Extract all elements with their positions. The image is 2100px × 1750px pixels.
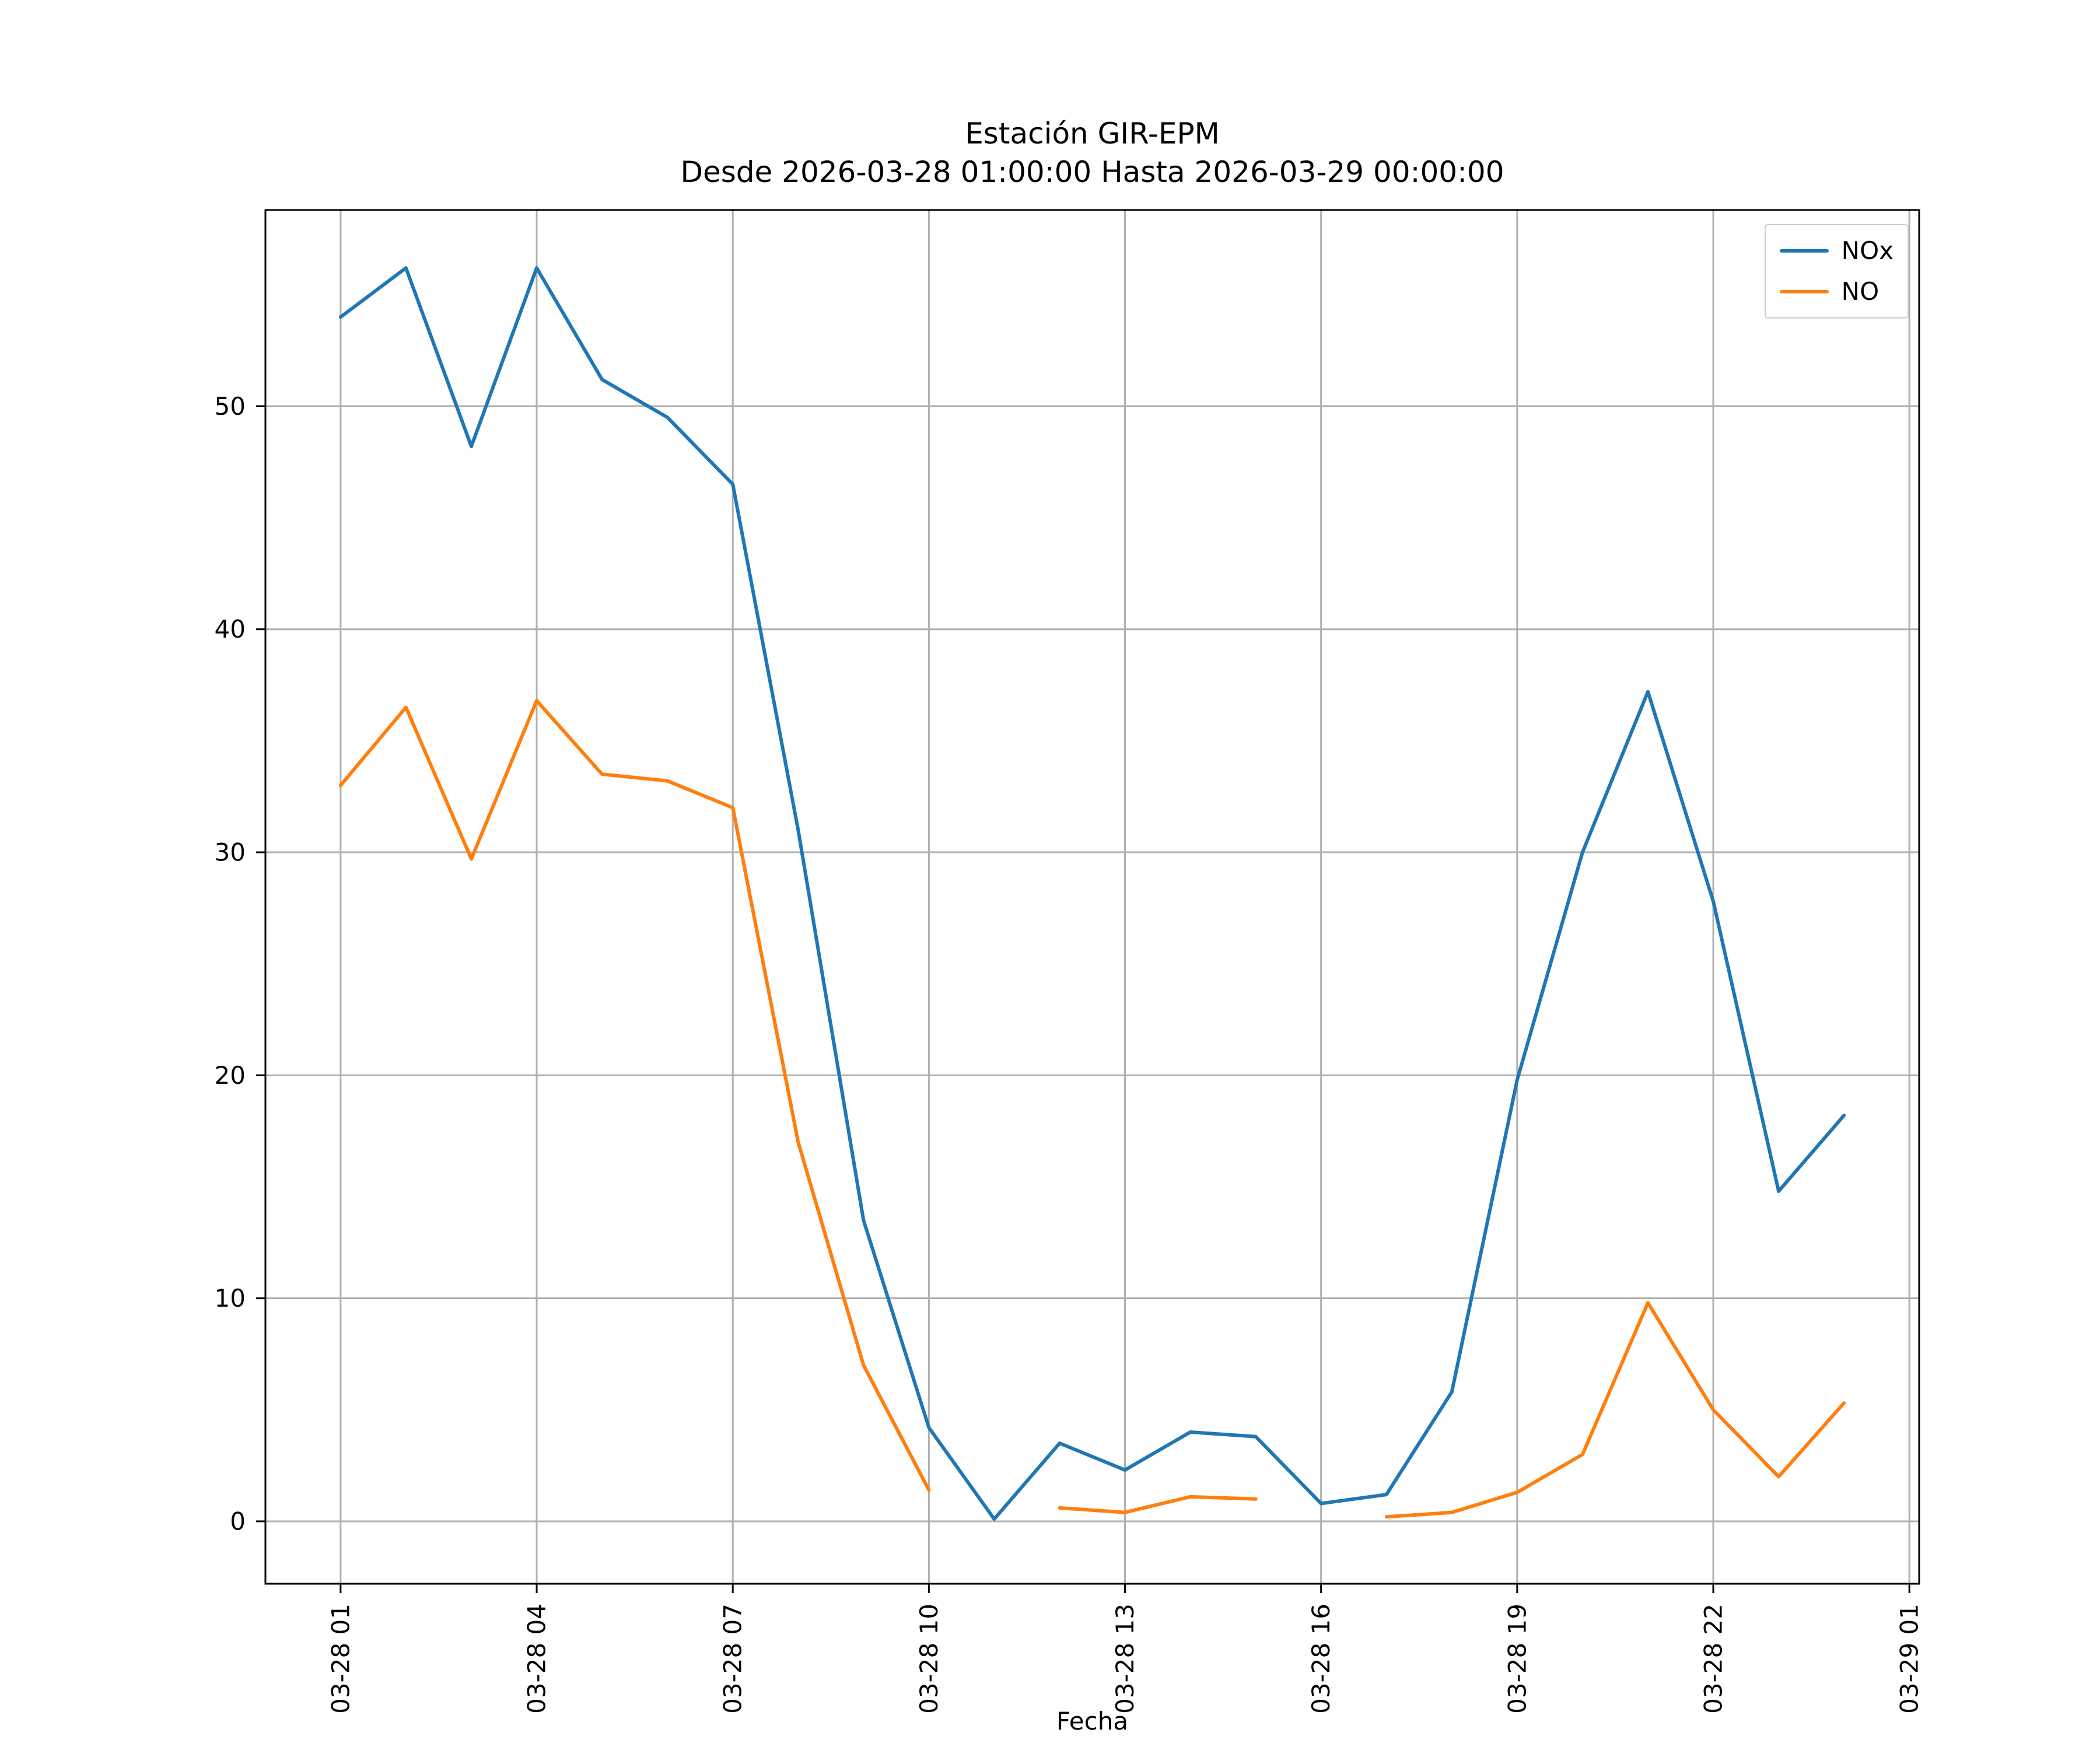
chart-title: Estación GIR-EPM Desde 2026-03-28 01:00:… <box>265 114 1919 191</box>
nox-line-swatch <box>1779 249 1829 253</box>
x-tick-label: 03-28 10 <box>915 1604 943 1714</box>
x-tick-label: 03-28 22 <box>1699 1604 1728 1714</box>
x-tick-label: 03-28 01 <box>326 1604 355 1714</box>
chart-title-line1: Estación GIR-EPM <box>965 117 1220 150</box>
chart-title-line2: Desde 2026-03-28 01:00:00 Hasta 2026-03-… <box>680 155 1504 189</box>
legend-label-no: NO <box>1841 277 1880 306</box>
x-tick-label: 03-28 16 <box>1307 1604 1335 1714</box>
x-tick-label: 03-28 19 <box>1503 1604 1531 1714</box>
legend-entry-nox: NOx <box>1779 236 1894 266</box>
legend-label-nox: NOx <box>1841 236 1894 265</box>
y-tick-label: 10 <box>215 1284 246 1312</box>
x-tick-label: 03-29 01 <box>1895 1604 1924 1714</box>
legend: NOx NO <box>1764 224 1909 318</box>
y-tick-label: 20 <box>215 1061 246 1090</box>
y-tick-label: 50 <box>215 392 246 421</box>
no-line-swatch <box>1779 290 1829 293</box>
y-tick-label: 30 <box>215 838 246 867</box>
x-tick-label: 03-28 04 <box>523 1604 551 1714</box>
x-tick-label: 03-28 07 <box>719 1604 747 1714</box>
y-tick-label: 0 <box>230 1507 246 1535</box>
legend-entry-no: NO <box>1779 276 1894 307</box>
x-tick-label: 03-28 13 <box>1111 1604 1139 1714</box>
x-axis-label: Fecha <box>1056 1707 1129 1735</box>
y-tick-label: 40 <box>215 615 246 643</box>
